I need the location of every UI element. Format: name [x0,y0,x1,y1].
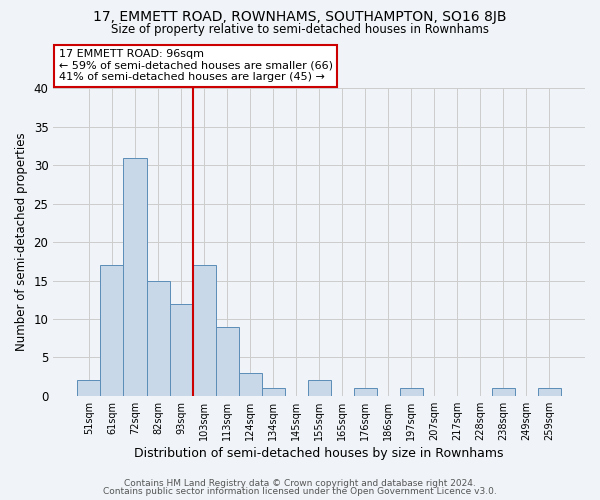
Text: Size of property relative to semi-detached houses in Rownhams: Size of property relative to semi-detach… [111,22,489,36]
Text: 17 EMMETT ROAD: 96sqm
← 59% of semi-detached houses are smaller (66)
41% of semi: 17 EMMETT ROAD: 96sqm ← 59% of semi-deta… [59,49,332,82]
Bar [400,388,423,396]
Bar [170,304,193,396]
Bar [538,388,561,396]
Bar [77,380,100,396]
X-axis label: Distribution of semi-detached houses by size in Rownhams: Distribution of semi-detached houses by … [134,447,504,460]
Bar [308,380,331,396]
Bar [100,265,124,396]
Bar [353,388,377,396]
Text: 17, EMMETT ROAD, ROWNHAMS, SOUTHAMPTON, SO16 8JB: 17, EMMETT ROAD, ROWNHAMS, SOUTHAMPTON, … [93,10,507,24]
Bar [239,373,262,396]
Bar [146,280,170,396]
Bar [124,158,146,396]
Bar [215,326,239,396]
Text: Contains HM Land Registry data © Crown copyright and database right 2024.: Contains HM Land Registry data © Crown c… [124,478,476,488]
Bar [492,388,515,396]
Bar [262,388,284,396]
Bar [193,265,215,396]
Y-axis label: Number of semi-detached properties: Number of semi-detached properties [15,133,28,352]
Text: Contains public sector information licensed under the Open Government Licence v3: Contains public sector information licen… [103,487,497,496]
